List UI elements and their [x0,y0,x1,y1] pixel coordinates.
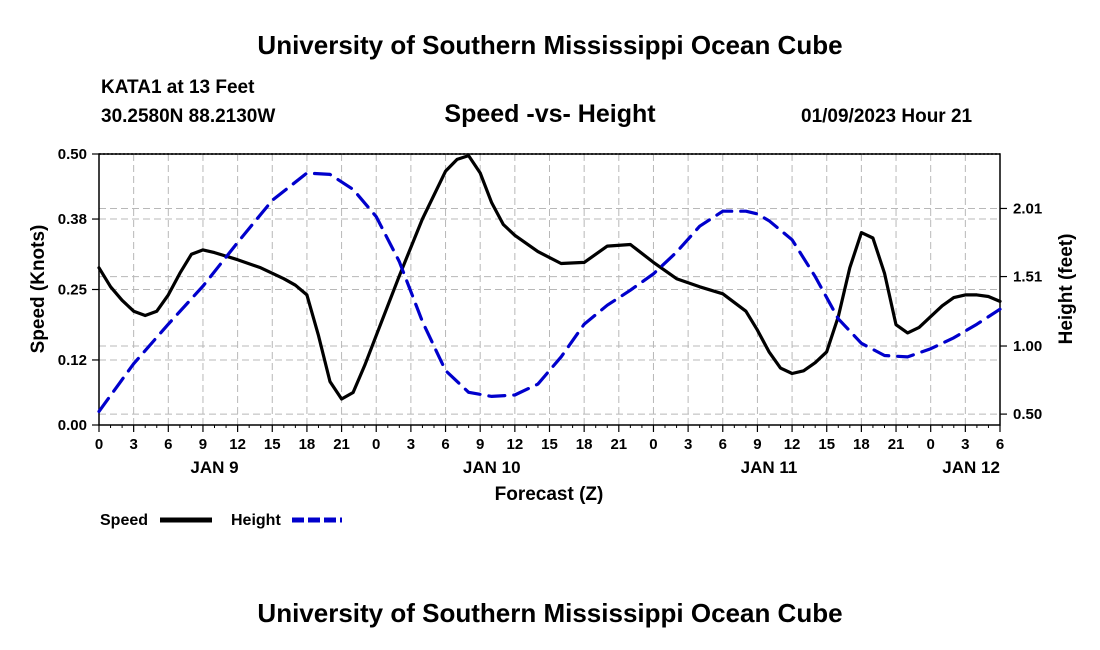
x-tick-label: 18 [299,436,316,453]
x-tick-label: 15 [818,436,835,453]
x-tick-label: 3 [684,436,692,453]
y-tick-label: 0.25 [58,282,87,299]
x-tick-label: 3 [407,436,415,453]
x-tick-label: 21 [610,436,627,453]
footer-title: University of Southern Mississippi Ocean… [257,598,843,628]
x-tick-label: 0 [927,436,935,453]
x-tick-label: 6 [719,436,727,453]
axes: 0 3 6 9 12 15 18 21 0 3 6 9 12 15 18 21 0 3 6 9 12 15 18 21 0 3 60… [58,146,1042,477]
y2-tick-label: 2.01 [1013,200,1042,217]
station-coordinates: 30.2580N 88.2130W [101,106,276,127]
date-label: JAN 12 [942,458,1000,477]
y-tick-label: 0.50 [58,146,87,163]
legend-speed-label: Speed [100,512,148,529]
legend-height-label: Height [231,512,281,529]
x-tick-label: 3 [961,436,969,453]
date-label: JAN 11 [741,458,798,477]
y-axis-label: Speed (Knots) [28,225,49,354]
x-tick-label: 15 [541,436,558,453]
x-tick-label: 0 [649,436,657,453]
chart-subtitle: Speed -vs- Height [444,100,656,128]
speed-series-line [97,154,1002,401]
x-axis-label: Forecast (Z) [495,484,604,505]
page-title: University of Southern Mississippi Ocean… [257,30,843,60]
grid [99,154,1000,425]
y2-axis-label: Height (feet) [1056,234,1077,345]
series [97,154,1002,413]
y-tick-label: 0.00 [58,417,87,434]
y2-tick-label: 1.51 [1013,269,1042,286]
x-tick-label: 6 [164,436,172,453]
y2-tick-label: 0.50 [1013,406,1042,423]
x-tick-label: 12 [507,436,524,453]
x-tick-label: 18 [576,436,593,453]
x-tick-label: 9 [199,436,207,453]
station-label: KATA1 at 13 Feet [101,77,255,98]
x-tick-label: 6 [996,436,1004,453]
x-tick-label: 0 [95,436,103,453]
forecast-datetime: 01/09/2023 Hour 21 [801,106,973,127]
x-tick-label: 12 [229,436,246,453]
x-tick-label: 21 [888,436,905,453]
x-tick-label: 12 [784,436,801,453]
date-label: JAN 9 [190,458,238,477]
y-tick-label: 0.12 [58,352,87,369]
x-tick-label: 18 [853,436,870,453]
y-tick-label: 0.38 [58,211,87,228]
x-tick-label: 0 [372,436,380,453]
x-tick-label: 9 [476,436,484,453]
x-tick-label: 15 [264,436,281,453]
x-tick-label: 3 [129,436,137,453]
date-label: JAN 10 [463,458,521,477]
height-series-line [97,171,1002,413]
x-tick-label: 6 [441,436,449,453]
x-tick-label: 21 [333,436,350,453]
x-tick-label: 9 [753,436,761,453]
legend: Speed Height [100,512,342,529]
y2-tick-label: 1.00 [1013,338,1042,355]
